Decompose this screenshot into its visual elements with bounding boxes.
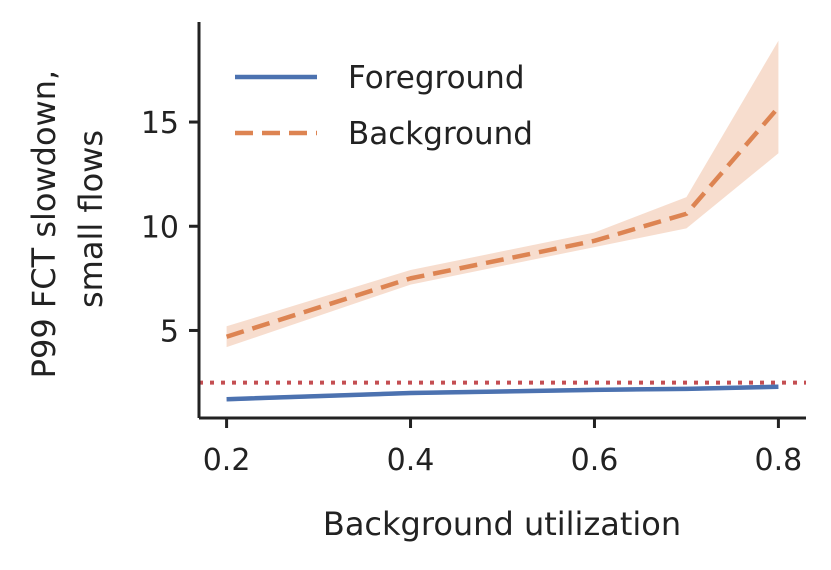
x-tick-label: 0.6 xyxy=(571,443,619,478)
x-tick-label: 0.2 xyxy=(203,443,251,478)
band-background xyxy=(226,40,779,348)
legend: Foreground Background xyxy=(235,60,533,152)
x-axis-label: Background utilization xyxy=(323,505,681,543)
legend-label-background: Background xyxy=(348,116,533,152)
y-ticks: 5 10 15 xyxy=(141,106,199,349)
series-line-background xyxy=(225,105,781,339)
legend-label-foreground: Foreground xyxy=(348,60,525,96)
y-axis-label-line-2: small flows xyxy=(72,130,110,308)
series-lines xyxy=(225,105,781,402)
series-line-foreground xyxy=(226,384,779,402)
x-tick-label: 0.8 xyxy=(755,443,803,478)
y-axis-label: P99 FCT slowdown, small flows xyxy=(25,60,110,379)
y-tick-label: 5 xyxy=(160,314,179,349)
y-axis-label-line-1: P99 FCT slowdown, xyxy=(25,70,63,378)
y-tick-label: 10 xyxy=(141,210,179,245)
x-ticks: 0.2 0.4 0.6 0.8 xyxy=(203,418,803,478)
x-tick-label: 0.4 xyxy=(387,443,435,478)
y-tick-label: 15 xyxy=(141,106,179,141)
